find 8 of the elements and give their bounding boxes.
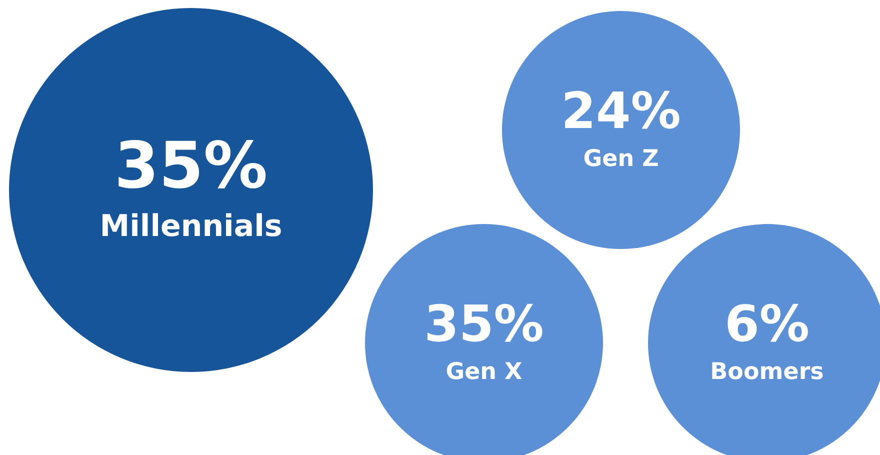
category-label: Boomers: [710, 358, 824, 385]
data-label: 35%: [424, 294, 544, 353]
category-label: Gen X: [446, 358, 523, 385]
category-label: Gen Z: [583, 146, 659, 172]
data-label: 24%: [561, 82, 681, 140]
data-label: 35%: [114, 129, 268, 204]
category-label: Millennials: [100, 209, 282, 244]
data-label: 6%: [724, 294, 810, 353]
